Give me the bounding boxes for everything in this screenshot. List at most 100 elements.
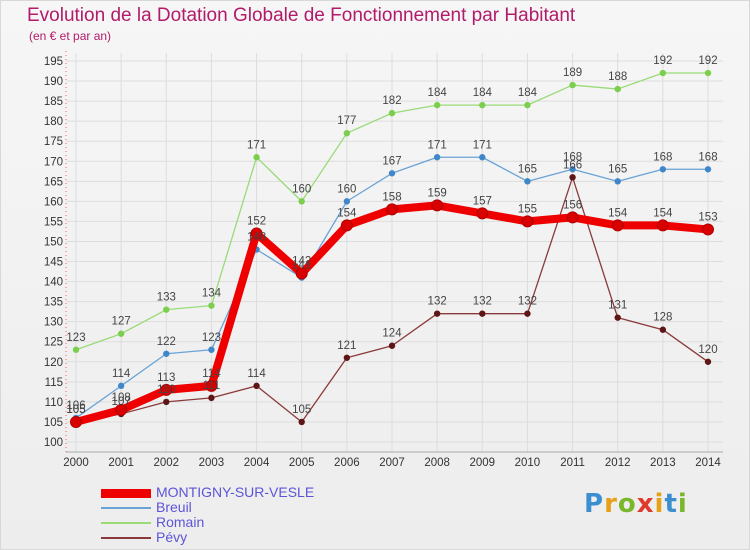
data-label: 148 [247,231,266,243]
data-label: 182 [382,95,401,107]
data-label: 114 [202,368,221,380]
data-point [433,310,441,317]
data-point [388,170,396,177]
y-tick-label: 120 [44,357,63,369]
data-point [160,383,173,396]
y-tick-label: 195 [44,56,63,68]
data-label: 123 [202,332,221,344]
data-point [704,358,712,365]
x-tick-label: 2003 [199,457,225,469]
data-point [702,223,714,236]
legend-label: Breuil [156,499,192,515]
data-label: 184 [518,87,538,99]
data-point [298,198,305,205]
data-label: 157 [473,195,492,207]
y-tick-label: 185 [44,96,63,108]
data-label: 154 [337,207,357,219]
data-point [117,382,125,390]
y-tick-label: 125 [44,337,63,349]
data-point [566,211,579,224]
data-point [343,354,351,361]
data-point [524,101,531,109]
legend-label: Pévy [156,529,188,545]
data-point [521,215,534,228]
data-label: 168 [563,151,582,163]
data-point [433,101,441,109]
data-point [208,394,215,402]
data-label: 165 [518,163,537,175]
data-label: 166 [563,159,582,171]
x-tick-label: 2009 [469,457,495,469]
data-label: 158 [382,191,401,203]
legend-label: Romain [156,514,205,530]
data-label: 171 [247,139,266,151]
data-label: 114 [247,368,266,380]
data-point [569,174,576,181]
data-point [479,310,486,317]
data-label: 160 [337,183,356,195]
data-label: 121 [337,340,356,352]
data-label: 105 [292,404,311,416]
data-label: 107 [112,396,131,408]
data-point [117,330,125,337]
y-tick-label: 190 [44,76,63,88]
data-label: 192 [653,55,672,67]
data-point [479,101,486,109]
data-point [659,326,667,333]
data-point [253,382,260,390]
data-point [433,154,441,161]
data-point [611,219,624,232]
data-label: 120 [698,344,717,356]
data-label: 110 [157,384,175,396]
data-label: 165 [608,163,627,175]
x-tick-label: 2005 [289,457,315,469]
y-tick-label: 155 [44,216,63,228]
data-point [388,342,396,349]
y-tick-label: 175 [44,136,63,148]
data-label: 192 [698,55,717,67]
data-label: 152 [247,215,266,227]
data-label: 132 [428,296,447,308]
data-label: 114 [112,368,131,380]
data-point [72,346,80,353]
x-tick-label: 2000 [63,457,89,469]
y-tick-label: 150 [44,236,63,248]
data-point [70,415,82,428]
data-point [388,109,396,117]
data-label: 171 [428,139,447,151]
data-point [524,310,531,317]
data-label: 184 [473,87,493,99]
x-tick-label: 2011 [560,457,585,469]
data-point [476,207,489,220]
y-tick-label: 135 [44,297,63,309]
data-label: 134 [202,288,222,300]
logo-letter: i [677,489,688,519]
data-point [704,69,712,77]
legend-label: MONTIGNY-SUR-VESLE [156,484,315,500]
data-label: 131 [608,300,627,312]
x-tick-label: 2007 [379,457,405,469]
data-label: 128 [653,312,672,324]
legend-swatch [101,522,151,524]
chart-subtitle: (en € et par an) [29,29,112,43]
data-label: 132 [518,296,537,308]
data-label: 111 [203,380,220,392]
y-tick-label: 130 [44,317,63,329]
data-point [614,178,621,185]
data-label: 142 [292,256,311,268]
data-point [253,154,260,161]
data-label: 108 [112,392,131,404]
data-point [659,69,667,77]
legend-swatch [101,507,151,509]
data-labels: 105 108 113 114 152 142 154 158 159 157 155 156 154 1… [66,55,717,416]
y-tick-label: 110 [45,397,63,409]
data-point [295,267,308,280]
data-label: 159 [428,187,447,199]
x-tick-label: 2002 [153,457,179,469]
proxiti-logo: Proxiti [584,489,688,519]
data-label: 156 [563,199,582,211]
series-lines [70,69,714,428]
data-label: 168 [698,151,717,163]
data-label: 127 [112,316,131,328]
